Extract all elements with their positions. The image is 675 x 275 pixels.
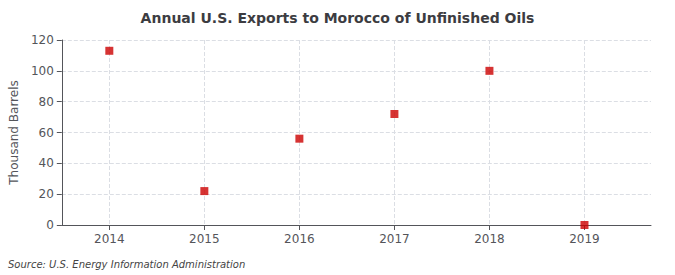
svg-text:2015: 2015 — [189, 232, 220, 246]
svg-text:120: 120 — [31, 33, 54, 47]
svg-text:Thousand Barrels: Thousand Barrels — [7, 80, 21, 185]
svg-text:80: 80 — [39, 95, 54, 109]
svg-text:40: 40 — [39, 156, 54, 170]
svg-text:2018: 2018 — [474, 232, 505, 246]
svg-text:Annual U.S. Exports to Morocco: Annual U.S. Exports to Morocco of Unfini… — [141, 10, 535, 26]
svg-text:100: 100 — [31, 64, 54, 78]
svg-text:60: 60 — [39, 126, 54, 140]
svg-text:Source: U.S. Energy Informatio: Source: U.S. Energy Information Administ… — [8, 259, 245, 270]
svg-text:2016: 2016 — [284, 232, 315, 246]
svg-text:2014: 2014 — [94, 232, 125, 246]
svg-text:0: 0 — [46, 218, 54, 232]
svg-text:2019: 2019 — [569, 232, 600, 246]
svg-text:2017: 2017 — [379, 232, 410, 246]
svg-text:20: 20 — [39, 187, 54, 201]
